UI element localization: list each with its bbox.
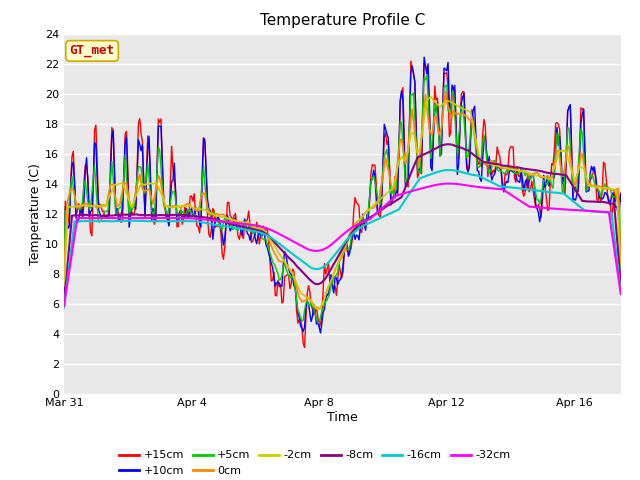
- +15cm: [60, 293, 68, 299]
- +15cm: [522, 190, 529, 195]
- -8cm: [246, 226, 254, 231]
- 0cm: [79, 202, 86, 208]
- +5cm: [617, 265, 625, 271]
- +5cm: [314, 320, 322, 325]
- +10cm: [596, 195, 604, 201]
- -8cm: [595, 199, 602, 205]
- Line: 0cm: 0cm: [64, 92, 621, 309]
- -8cm: [444, 141, 452, 147]
- -16cm: [308, 265, 316, 271]
- -2cm: [427, 94, 435, 100]
- -2cm: [596, 184, 604, 190]
- Line: +5cm: +5cm: [64, 75, 621, 323]
- +5cm: [423, 72, 431, 78]
- -32cm: [79, 215, 86, 221]
- +10cm: [420, 54, 428, 60]
- +15cm: [310, 312, 317, 318]
- -16cm: [60, 305, 68, 311]
- 0cm: [442, 89, 449, 95]
- -16cm: [520, 186, 527, 192]
- -32cm: [60, 303, 68, 309]
- +10cm: [60, 292, 68, 298]
- +5cm: [596, 191, 604, 196]
- -8cm: [79, 212, 86, 218]
- -2cm: [246, 221, 254, 227]
- +15cm: [617, 199, 625, 205]
- Line: +10cm: +10cm: [64, 57, 621, 333]
- Line: +15cm: +15cm: [64, 61, 621, 348]
- +5cm: [79, 198, 86, 204]
- Line: -32cm: -32cm: [64, 183, 621, 306]
- 0cm: [316, 306, 323, 312]
- +5cm: [522, 173, 529, 179]
- -2cm: [314, 307, 322, 312]
- -16cm: [595, 209, 602, 215]
- -16cm: [246, 228, 254, 233]
- 0cm: [246, 221, 254, 227]
- +5cm: [60, 269, 68, 275]
- 0cm: [596, 183, 604, 189]
- +15cm: [596, 189, 604, 194]
- +5cm: [308, 303, 316, 309]
- -2cm: [79, 203, 86, 209]
- +15cm: [407, 58, 415, 64]
- -32cm: [335, 235, 343, 241]
- Legend: +15cm, +10cm, +5cm, 0cm, -2cm, -8cm, -16cm, -32cm: +15cm, +10cm, +5cm, 0cm, -2cm, -8cm, -16…: [115, 446, 515, 480]
- -8cm: [60, 301, 68, 307]
- Title: Temperature Profile C: Temperature Profile C: [260, 13, 425, 28]
- -16cm: [617, 289, 625, 295]
- -2cm: [308, 300, 316, 306]
- -8cm: [617, 281, 625, 287]
- +15cm: [246, 222, 254, 228]
- +10cm: [79, 214, 86, 220]
- +10cm: [246, 237, 254, 243]
- 0cm: [522, 168, 529, 174]
- +10cm: [308, 313, 316, 319]
- 0cm: [308, 300, 316, 306]
- +10cm: [317, 330, 324, 336]
- -8cm: [308, 279, 316, 285]
- +15cm: [79, 203, 86, 209]
- -32cm: [617, 291, 625, 297]
- +10cm: [337, 276, 344, 282]
- +10cm: [522, 180, 529, 185]
- Text: GT_met: GT_met: [70, 44, 115, 58]
- Y-axis label: Temperature (C): Temperature (C): [29, 163, 42, 264]
- -16cm: [79, 218, 86, 224]
- +5cm: [246, 222, 254, 228]
- 0cm: [60, 278, 68, 284]
- Line: -16cm: -16cm: [64, 170, 621, 308]
- Line: -2cm: -2cm: [64, 97, 621, 310]
- -32cm: [308, 248, 316, 253]
- -2cm: [522, 169, 529, 175]
- +15cm: [337, 269, 344, 275]
- -32cm: [520, 200, 527, 206]
- -32cm: [595, 209, 602, 215]
- -2cm: [60, 283, 68, 289]
- +15cm: [301, 345, 308, 350]
- 0cm: [617, 266, 625, 272]
- Line: -8cm: -8cm: [64, 144, 621, 304]
- -8cm: [520, 166, 527, 172]
- -32cm: [246, 222, 254, 228]
- -16cm: [444, 167, 452, 173]
- -2cm: [337, 254, 344, 260]
- -8cm: [335, 252, 343, 258]
- +10cm: [617, 190, 625, 196]
- X-axis label: Time: Time: [327, 411, 358, 424]
- +5cm: [337, 256, 344, 262]
- -32cm: [447, 180, 454, 186]
- -16cm: [335, 246, 343, 252]
- 0cm: [337, 257, 344, 263]
- -2cm: [617, 275, 625, 280]
